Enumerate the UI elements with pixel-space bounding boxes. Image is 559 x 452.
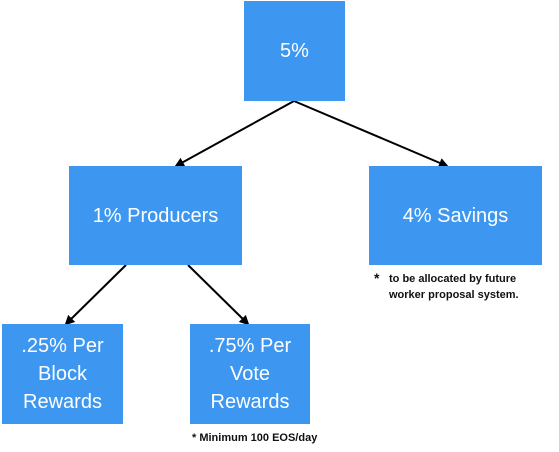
arrow-producers-to-vote: [187, 264, 250, 326]
vote-rewards-box-label: .75% Per Vote Rewards: [208, 335, 292, 413]
root-box-label: 5%: [280, 40, 309, 62]
arrow-root-to-producers: [174, 100, 295, 167]
block-rewards-box-label: .25% Per Block Rewards: [21, 335, 104, 413]
savings-box: 4% Savings: [369, 166, 542, 265]
arrow-producers-to-block: [64, 264, 127, 326]
block-rewards-box: .25% Per Block Rewards: [2, 324, 123, 424]
savings-footnote: * to be allocated by future worker propo…: [374, 270, 519, 303]
producers-box: 1% Producers: [69, 166, 242, 265]
vote-rewards-footnote: * Minimum 100 EOS/day: [192, 432, 318, 444]
savings-footnote-asterisk: *: [374, 270, 380, 286]
savings-box-label: 4% Savings: [402, 204, 509, 227]
savings-footnote-text: to be allocated by future worker proposa…: [389, 273, 519, 301]
arrow-root-to-savings: [293, 100, 449, 168]
vote-rewards-box: .75% Per Vote Rewards: [190, 324, 310, 424]
root-box-5-percent: 5%: [244, 1, 345, 101]
producers-box-label: 1% Producers: [92, 204, 219, 227]
